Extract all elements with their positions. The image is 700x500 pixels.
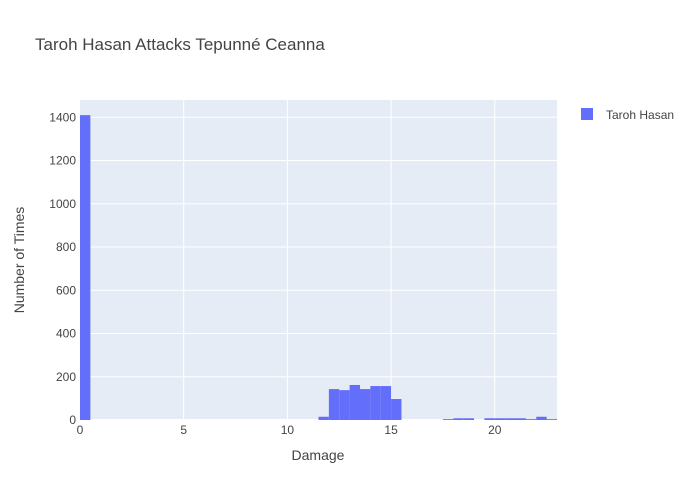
- y-tick-label: 200: [56, 370, 76, 384]
- histogram-bar[interactable]: [380, 386, 392, 420]
- histogram-bar[interactable]: [80, 115, 91, 420]
- legend-label[interactable]: Taroh Hasan: [606, 108, 674, 122]
- y-tick-label: 1400: [49, 110, 76, 124]
- x-axis-ticks: 0 5 10 15 20: [77, 423, 502, 437]
- x-tick-label: 5: [180, 423, 187, 437]
- x-axis-title: Damage: [292, 447, 345, 463]
- histogram-bar[interactable]: [536, 416, 547, 420]
- histogram-bar[interactable]: [515, 418, 526, 420]
- legend-swatch[interactable]: [581, 108, 593, 120]
- x-tick-label: 15: [384, 423, 398, 437]
- histogram-bar[interactable]: [339, 390, 350, 420]
- histogram-bar[interactable]: [546, 419, 557, 420]
- histogram-bar[interactable]: [318, 416, 329, 420]
- histogram-bar[interactable]: [442, 419, 454, 420]
- histogram-bar[interactable]: [328, 389, 340, 420]
- histogram-bar[interactable]: [494, 418, 506, 420]
- y-tick-label: 600: [56, 283, 76, 297]
- y-tick-label: 1200: [49, 154, 76, 168]
- x-tick-label: 20: [488, 423, 502, 437]
- bar-group: [80, 115, 557, 420]
- chart-title: Taroh Hasan Attacks Tepunné Ceanna: [35, 35, 325, 54]
- histogram-bar[interactable]: [349, 384, 360, 420]
- y-axis-ticks: 0 200 400 600 800 1000 1200 1400: [49, 110, 76, 427]
- plot-area: [80, 100, 557, 420]
- histogram-bar[interactable]: [453, 418, 464, 420]
- histogram-bar[interactable]: [463, 418, 475, 420]
- gridlines: [80, 100, 557, 421]
- histogram-bar[interactable]: [370, 386, 381, 420]
- x-tick-label: 10: [281, 423, 295, 437]
- histogram-bar[interactable]: [505, 418, 516, 420]
- legend[interactable]: Taroh Hasan: [581, 108, 674, 122]
- histogram-bar[interactable]: [525, 419, 537, 420]
- y-tick-label: 400: [56, 327, 76, 341]
- x-tick-label: 0: [77, 423, 84, 437]
- y-tick-label: 0: [69, 413, 76, 427]
- y-tick-label: 1000: [49, 197, 76, 211]
- histogram-bar[interactable]: [391, 399, 402, 420]
- histogram-bar[interactable]: [484, 418, 495, 420]
- histogram-bar[interactable]: [359, 389, 371, 420]
- y-tick-label: 800: [56, 240, 76, 254]
- y-axis-title: Number of Times: [11, 207, 27, 314]
